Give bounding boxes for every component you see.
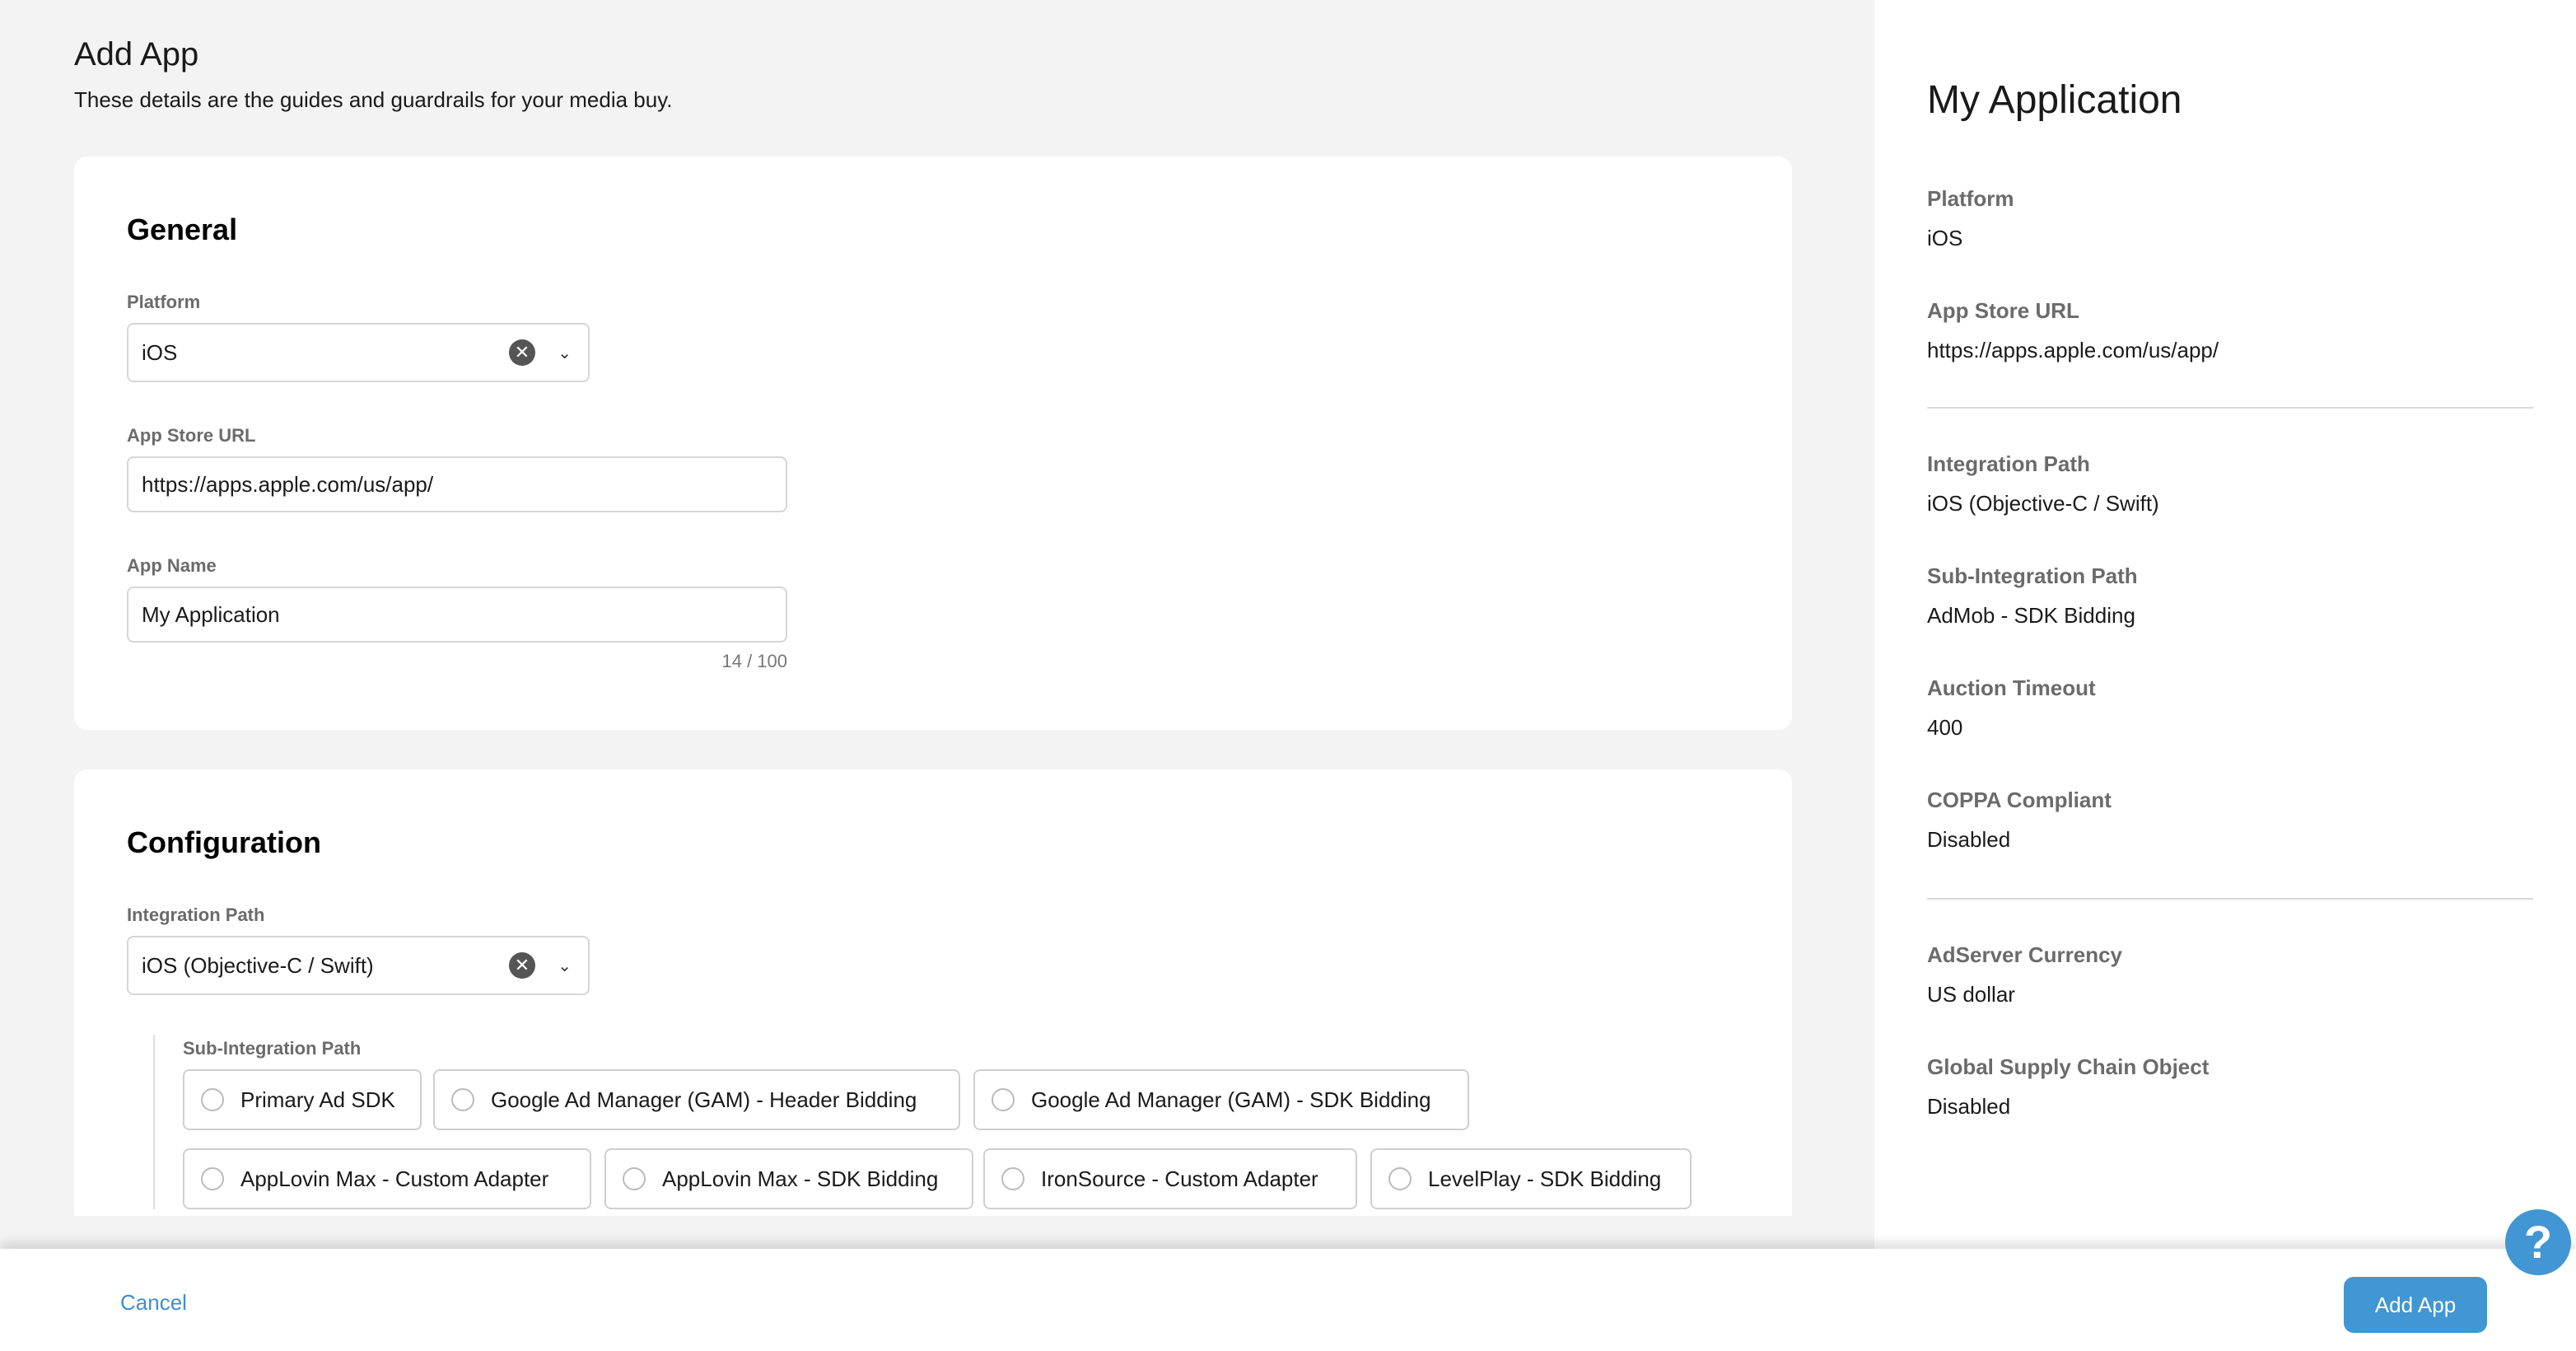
clear-icon[interactable]: ✕ xyxy=(509,952,535,979)
footer-bar: Cancel Add App xyxy=(0,1249,2576,1351)
page-title: Add App xyxy=(74,36,199,72)
sub-integration-label: Sub-Integration Path xyxy=(183,1038,362,1059)
option-label: AppLovin Max - SDK Bidding xyxy=(662,1166,939,1191)
summary-value: 400 xyxy=(1927,715,1963,740)
option-label: IronSource - Custom Adapter xyxy=(1041,1166,1318,1191)
app-store-url-label: App Store URL xyxy=(127,425,256,446)
radio-icon xyxy=(623,1167,646,1190)
radio-option[interactable]: Google Ad Manager (GAM) - Header Bidding xyxy=(433,1069,960,1130)
summary-label: AdServer Currency xyxy=(1927,942,2122,967)
summary-value: US dollar xyxy=(1927,982,2015,1007)
summary-value: https://apps.apple.com/us/app/ xyxy=(1927,338,2219,362)
app-store-url-input[interactable]: https://apps.apple.com/us/app/ xyxy=(127,456,787,512)
cancel-button[interactable]: Cancel xyxy=(120,1290,187,1315)
radio-option[interactable]: Google Ad Manager (GAM) - SDK Bidding xyxy=(973,1069,1469,1130)
chevron-down-icon[interactable]: ⌄ xyxy=(558,344,572,362)
divider xyxy=(1927,407,2533,409)
summary-value: iOS (Objective-C / Swift) xyxy=(1927,491,2159,516)
summary-title: My Application xyxy=(1927,78,2182,122)
option-label: AppLovin Max - Custom Adapter xyxy=(240,1166,549,1191)
chevron-down-icon[interactable]: ⌄ xyxy=(558,957,572,975)
integration-path-label: Integration Path xyxy=(127,905,265,925)
option-label: Primary Ad SDK xyxy=(240,1087,395,1112)
platform-value: iOS xyxy=(142,339,178,365)
app-name-label: App Name xyxy=(127,555,217,576)
radio-option[interactable]: AppLovin Max - SDK Bidding xyxy=(604,1148,973,1209)
radio-icon xyxy=(1388,1167,1412,1190)
integration-path-value: iOS (Objective-C / Swift) xyxy=(142,952,374,978)
summary-label: Global Supply Chain Object xyxy=(1927,1054,2210,1079)
sub-integration-group: Sub-Integration Path Primary Ad SDK Goog… xyxy=(153,1035,1802,1209)
add-app-button[interactable]: Add App xyxy=(2344,1277,2487,1333)
radio-icon xyxy=(201,1167,224,1190)
app-store-url-value: https://apps.apple.com/us/app/ xyxy=(142,471,434,497)
summary-panel: My Application Platform iOS App Store UR… xyxy=(1874,0,2576,1351)
configuration-card: Configuration Integration Path iOS (Obje… xyxy=(74,769,1792,1216)
general-card: General Platform iOS ✕ ⌄ App Store URL h… xyxy=(74,157,1792,730)
help-icon[interactable]: ? xyxy=(2505,1209,2571,1275)
summary-label: Integration Path xyxy=(1927,451,2090,476)
radio-option[interactable]: AppLovin Max - Custom Adapter xyxy=(183,1148,591,1209)
radio-icon xyxy=(992,1088,1015,1111)
app-name-value: My Application xyxy=(142,601,280,627)
platform-label: Platform xyxy=(127,292,201,312)
platform-select[interactable]: iOS ✕ ⌄ xyxy=(127,323,590,382)
integration-path-select[interactable]: iOS (Objective-C / Swift) ✕ ⌄ xyxy=(127,936,590,995)
option-label: Google Ad Manager (GAM) - Header Bidding xyxy=(491,1087,917,1112)
divider xyxy=(1927,898,2533,900)
summary-label: Auction Timeout xyxy=(1927,676,2096,700)
page-subtitle: These details are the guides and guardra… xyxy=(74,87,673,112)
radio-option[interactable]: LevelPlay - SDK Bidding xyxy=(1370,1148,1692,1209)
radio-option[interactable]: Primary Ad SDK xyxy=(183,1069,422,1130)
summary-value: iOS xyxy=(1927,226,1963,250)
summary-label: App Store URL xyxy=(1927,298,2079,323)
option-label: LevelPlay - SDK Bidding xyxy=(1428,1166,1662,1191)
char-counter: 14 / 100 xyxy=(721,651,787,671)
summary-label: COPPA Compliant xyxy=(1927,788,2112,812)
clear-icon[interactable]: ✕ xyxy=(509,339,535,366)
radio-icon xyxy=(201,1088,224,1111)
summary-value: Disabled xyxy=(1927,1094,2011,1119)
radio-icon xyxy=(1001,1167,1024,1190)
radio-icon xyxy=(451,1088,474,1111)
option-label: Google Ad Manager (GAM) - SDK Bidding xyxy=(1031,1087,1431,1112)
summary-label: Sub-Integration Path xyxy=(1927,563,2138,588)
form-area: Add App These details are the guides and… xyxy=(0,0,1874,1351)
app-name-input[interactable]: My Application xyxy=(127,587,787,643)
radio-option[interactable]: IronSource - Custom Adapter xyxy=(983,1148,1357,1209)
summary-value: AdMob - SDK Bidding xyxy=(1927,603,2135,628)
summary-label: Platform xyxy=(1927,186,2014,211)
summary-value: Disabled xyxy=(1927,827,2011,852)
general-heading: General xyxy=(127,213,238,246)
configuration-heading: Configuration xyxy=(127,825,321,859)
